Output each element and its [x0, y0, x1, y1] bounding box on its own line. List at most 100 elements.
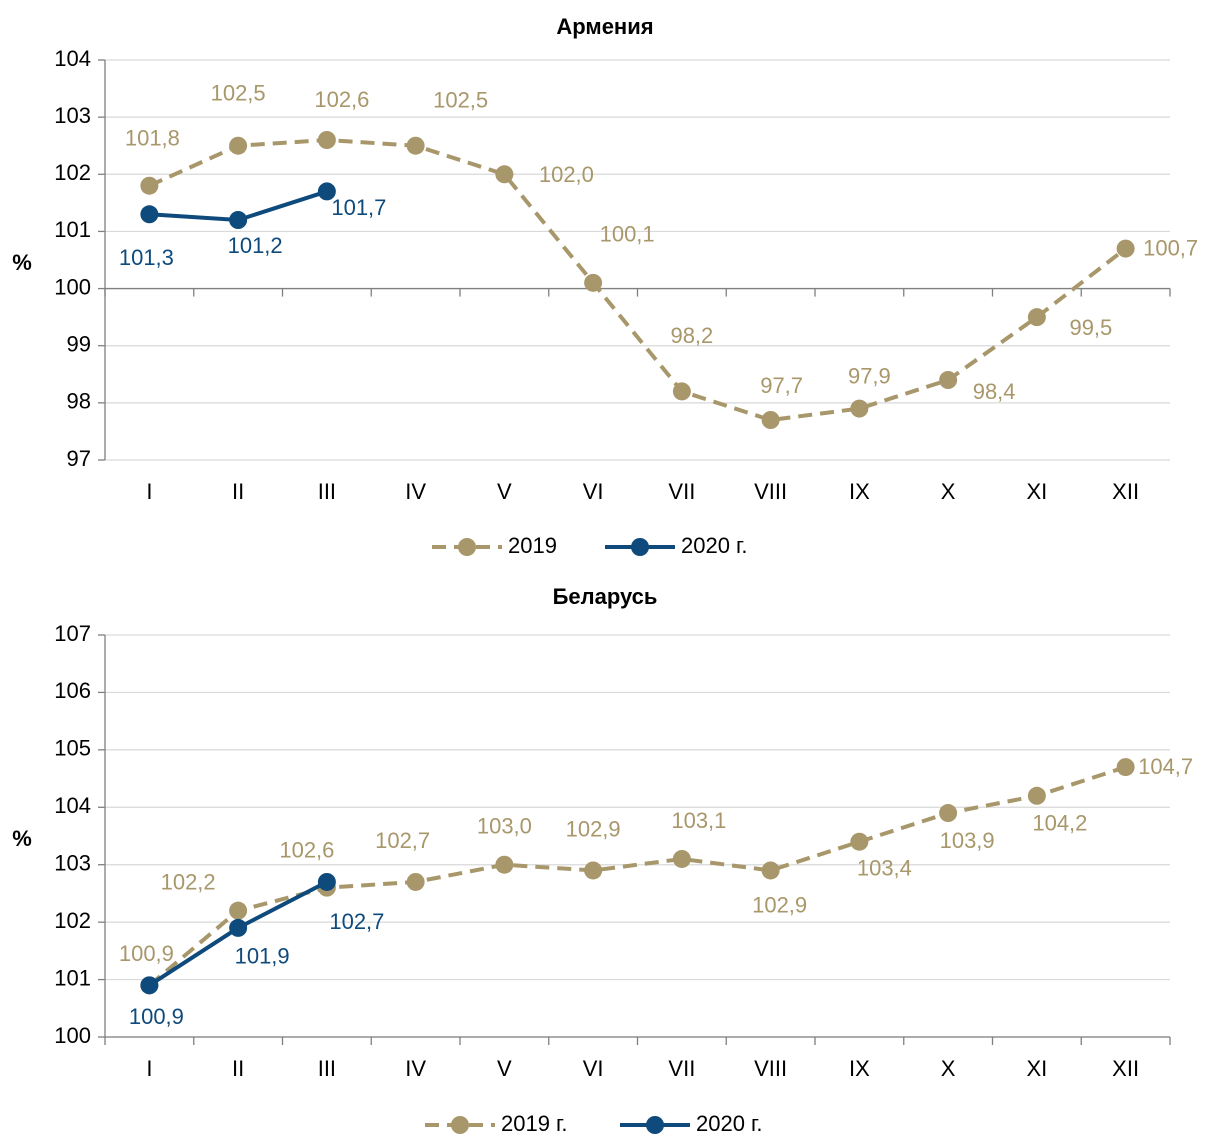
x-tick-label: VI — [583, 1056, 604, 1081]
legend-label: 2019 — [508, 533, 557, 558]
y-tick-label: 101 — [54, 965, 91, 990]
data-label: 103,4 — [857, 856, 912, 881]
data-label: 104,7 — [1138, 754, 1193, 779]
y-tick-label: 105 — [54, 736, 91, 761]
legend-label: 2019 г. — [501, 1111, 568, 1136]
data-label: 101,9 — [235, 944, 290, 969]
data-point — [317, 872, 336, 891]
data-point — [1027, 786, 1046, 805]
y-tick-label: 99 — [67, 332, 91, 357]
data-label: 102,9 — [752, 892, 807, 917]
data-point — [140, 205, 159, 224]
x-tick-label: VII — [668, 1056, 695, 1081]
y-tick-label: 100 — [54, 1023, 91, 1048]
y-tick-label: 104 — [54, 46, 91, 71]
data-label: 100,9 — [119, 941, 174, 966]
y-tick-label: 102 — [54, 160, 91, 185]
data-point — [229, 136, 248, 155]
legend-marker — [646, 1116, 664, 1134]
chart-title: Армения — [556, 14, 653, 39]
data-point — [495, 855, 514, 874]
x-tick-label: XII — [1112, 479, 1139, 504]
data-point — [140, 176, 159, 195]
data-label: 98,2 — [670, 323, 713, 348]
data-label: 100,7 — [1143, 235, 1198, 260]
x-tick-label: V — [497, 479, 512, 504]
data-point — [495, 165, 514, 184]
data-label: 101,2 — [228, 233, 283, 258]
data-point — [672, 382, 691, 401]
data-label: 102,5 — [211, 81, 266, 106]
data-point — [140, 976, 159, 995]
data-label: 102,5 — [433, 88, 488, 113]
legend-label: 2020 г. — [681, 533, 748, 558]
legend-marker — [631, 538, 649, 556]
data-label: 100,1 — [600, 222, 655, 247]
x-tick-label: VIII — [754, 479, 787, 504]
y-tick-label: 98 — [67, 389, 91, 414]
x-tick-label: X — [941, 1056, 956, 1081]
x-tick-label: XI — [1026, 479, 1047, 504]
x-tick-label: IX — [849, 479, 870, 504]
x-tick-label: VII — [668, 479, 695, 504]
x-tick-label: VI — [583, 479, 604, 504]
y-tick-label: 106 — [54, 678, 91, 703]
data-point — [317, 182, 336, 201]
data-point — [761, 861, 780, 880]
data-point — [584, 273, 603, 292]
x-tick-label: IV — [405, 479, 426, 504]
y-axis-label: % — [12, 826, 32, 851]
chart-title: Беларусь — [553, 584, 658, 609]
legend-label: 2020 г. — [696, 1111, 763, 1136]
series-line — [148, 137, 1127, 423]
legend-marker — [458, 538, 476, 556]
data-point — [229, 211, 248, 229]
data-point — [850, 399, 869, 418]
data-label: 104,2 — [1032, 811, 1087, 836]
data-point — [939, 804, 958, 823]
data-label: 98,4 — [973, 379, 1016, 404]
x-tick-label: VIII — [754, 1056, 787, 1081]
y-tick-label: 103 — [54, 103, 91, 128]
data-point — [1027, 308, 1046, 327]
data-point — [1116, 239, 1135, 258]
data-point — [406, 136, 425, 155]
data-label: 101,7 — [331, 195, 386, 220]
x-tick-label: II — [232, 479, 244, 504]
y-tick-label: 100 — [54, 274, 91, 299]
data-label: 102,7 — [329, 909, 384, 934]
data-point — [584, 861, 603, 880]
x-tick-label: IX — [849, 1056, 870, 1081]
series-line — [148, 765, 1127, 987]
data-point — [672, 849, 691, 868]
data-point — [761, 411, 780, 429]
data-label: 102,0 — [539, 162, 594, 187]
data-point — [406, 872, 425, 891]
y-tick-label: 101 — [54, 217, 91, 242]
x-tick-label: IV — [405, 1056, 426, 1081]
x-tick-label: III — [318, 1056, 336, 1081]
data-label: 102,6 — [314, 87, 369, 112]
data-label: 99,5 — [1069, 315, 1112, 340]
data-label: 102,7 — [375, 828, 430, 853]
data-point — [229, 901, 248, 920]
data-label: 102,2 — [161, 869, 216, 894]
data-point — [229, 918, 248, 937]
x-tick-label: II — [232, 1056, 244, 1081]
x-tick-label: XI — [1026, 1056, 1047, 1081]
x-tick-label: X — [941, 479, 956, 504]
data-point — [939, 371, 958, 389]
data-point — [1116, 758, 1135, 777]
data-label: 103,9 — [940, 828, 995, 853]
data-label: 97,7 — [760, 373, 803, 398]
y-tick-label: 102 — [54, 908, 91, 933]
data-point — [850, 832, 869, 851]
y-tick-label: 104 — [54, 793, 91, 818]
data-label: 102,9 — [566, 816, 621, 841]
data-label: 103,1 — [671, 808, 726, 833]
data-label: 100,9 — [129, 1004, 184, 1029]
y-tick-label: 103 — [54, 851, 91, 876]
x-tick-label: I — [146, 1056, 152, 1081]
y-tick-label: 107 — [54, 621, 91, 646]
data-label: 97,9 — [848, 363, 891, 388]
